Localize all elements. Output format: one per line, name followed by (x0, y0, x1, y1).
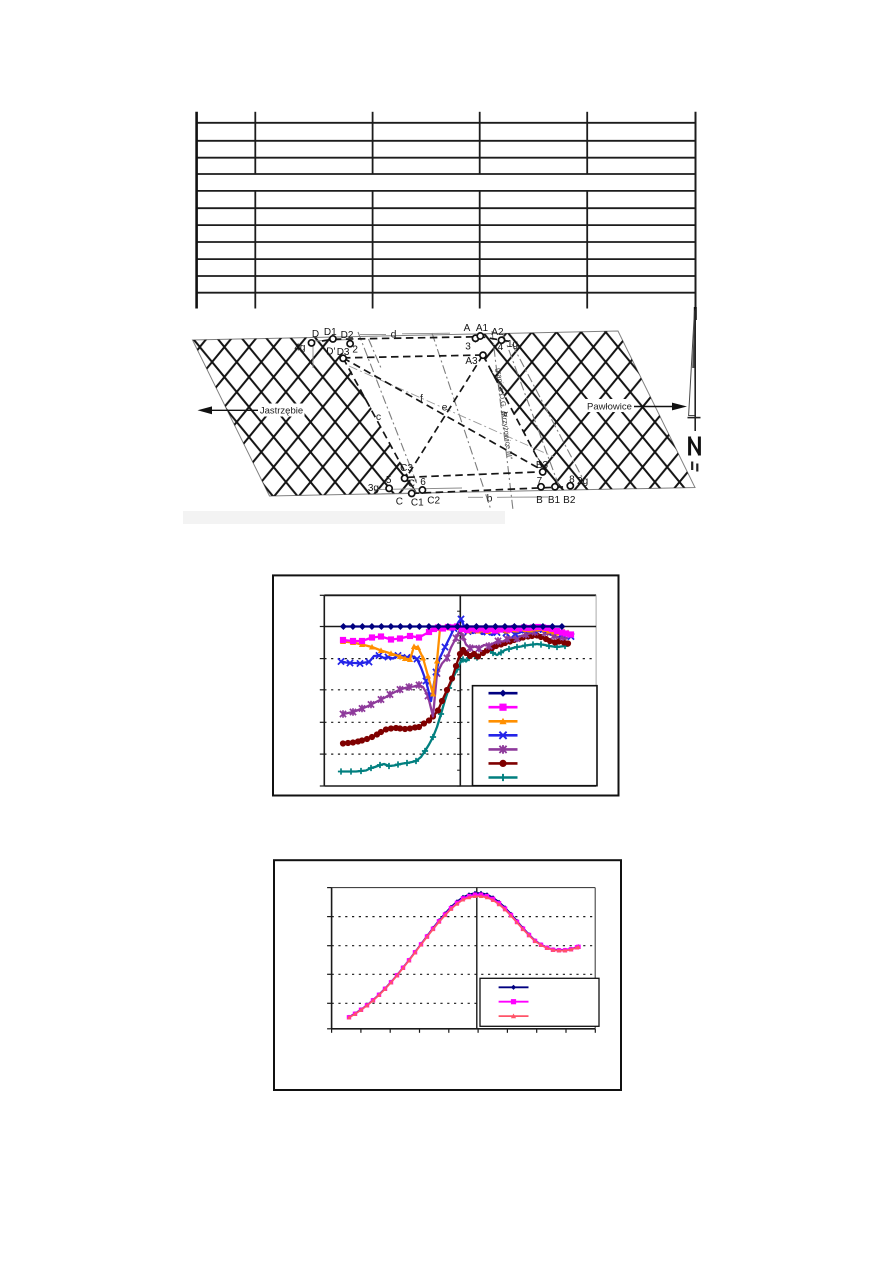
svg-text:A1: A1 (476, 323, 489, 334)
svg-text:c: c (376, 411, 381, 423)
svg-text:d: d (391, 329, 397, 341)
svg-text:5: 5 (386, 475, 392, 486)
svg-text:8: 8 (569, 475, 575, 486)
svg-text:Pawłowice: Pawłowice (587, 402, 632, 413)
svg-text:D3: D3 (337, 347, 350, 358)
svg-text:6: 6 (420, 477, 426, 488)
svg-text:C3: C3 (400, 463, 413, 474)
svg-text:f: f (420, 393, 423, 405)
svg-text:7: 7 (537, 476, 543, 487)
svg-text:C: C (396, 497, 403, 508)
svg-text:1g: 1g (507, 339, 518, 350)
svg-text:C': C' (408, 479, 417, 490)
svg-text:D2: D2 (341, 330, 354, 341)
svg-text:A: A (464, 323, 471, 334)
svg-text:4g: 4g (294, 343, 305, 354)
svg-text:D': D' (326, 346, 335, 357)
svg-text:3g: 3g (368, 483, 379, 494)
svg-text:B1: B1 (548, 495, 561, 506)
svg-text:a: a (498, 409, 511, 418)
svg-text:B3: B3 (536, 460, 549, 471)
svg-text:C1: C1 (411, 497, 424, 508)
svg-text:Jastrzębie: Jastrzębie (260, 406, 303, 417)
svg-text:A2: A2 (491, 327, 504, 338)
svg-text:e: e (442, 402, 448, 414)
svg-text:B: B (536, 495, 543, 506)
svg-text:2: 2 (352, 344, 358, 355)
svg-text:4: 4 (498, 342, 504, 353)
svg-text:3: 3 (465, 342, 471, 353)
svg-text:D1: D1 (324, 327, 337, 338)
svg-text:2g: 2g (577, 476, 588, 487)
svg-text:B2: B2 (563, 495, 576, 506)
svg-text:C2: C2 (427, 495, 440, 506)
svg-text:b: b (487, 493, 493, 505)
svg-text:D: D (312, 329, 319, 340)
svg-text:A3: A3 (465, 356, 478, 367)
